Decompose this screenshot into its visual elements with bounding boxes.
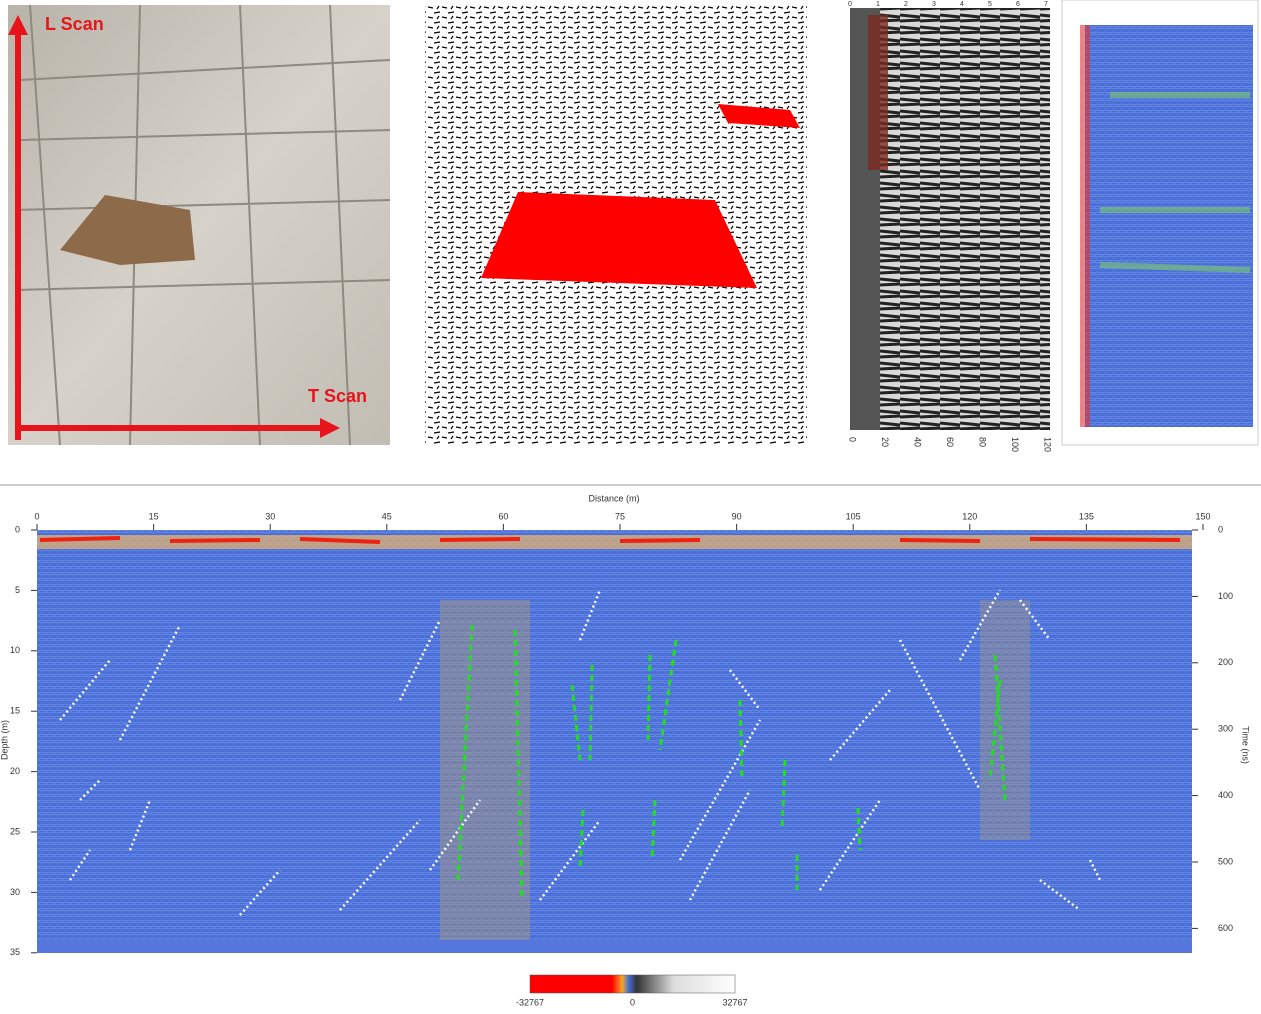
axis-title: Distance (m) bbox=[588, 493, 639, 503]
y-tick-label: 10 bbox=[10, 645, 20, 655]
tick-label: 120 bbox=[1043, 437, 1053, 452]
tick-label: 6 bbox=[1016, 1, 1020, 8]
x-tick-label: 30 bbox=[265, 511, 275, 521]
x-tick-label: 75 bbox=[615, 511, 625, 521]
radargram-small bbox=[1062, 0, 1258, 445]
x-tick-label: 135 bbox=[1079, 511, 1094, 521]
x-tick-label: 45 bbox=[382, 511, 392, 521]
y2-tick-label: 300 bbox=[1218, 724, 1233, 734]
x-tick-label: 150 bbox=[1195, 511, 1210, 521]
figure: L Scan T Scan 02040608010012001234567 Di… bbox=[0, 0, 1261, 1014]
x-tick-label: 15 bbox=[149, 511, 159, 521]
x-tick-label: 0 bbox=[34, 511, 39, 521]
tick-label: 7 bbox=[1044, 1, 1048, 8]
y2-tick-label: 500 bbox=[1218, 856, 1233, 866]
x-tick-label: 60 bbox=[498, 511, 508, 521]
y-tick-label: 25 bbox=[10, 826, 20, 836]
axis-title: Depth (m) bbox=[0, 720, 9, 760]
binary-panel bbox=[425, 5, 807, 445]
radargram-small: 0 20 40 60 80 100 120 0 1 2 3 4 5 6 7 bbox=[848, 1, 1053, 452]
colorbar-label: -32767 bbox=[516, 997, 544, 1007]
y2-tick-label: 400 bbox=[1218, 790, 1233, 800]
colorbar-label: 32767 bbox=[722, 997, 747, 1007]
tick-label: 100 bbox=[1010, 437, 1020, 452]
colorbar-label: 0 bbox=[630, 997, 635, 1007]
y-tick-label: 0 bbox=[15, 524, 20, 534]
y-tick-label: 5 bbox=[15, 585, 20, 595]
label: T Scan bbox=[308, 386, 367, 406]
y2-tick-label: 200 bbox=[1218, 657, 1233, 667]
label: L Scan bbox=[45, 14, 104, 34]
tick-label: 0 bbox=[848, 1, 852, 8]
x-tick-label: 120 bbox=[962, 511, 977, 521]
tick-label: 80 bbox=[978, 437, 988, 447]
tick-label: 1 bbox=[876, 1, 880, 8]
tick-label: 20 bbox=[880, 437, 890, 447]
x-tick-label: 90 bbox=[732, 511, 742, 521]
x-tick-label: 105 bbox=[846, 511, 861, 521]
tick-label: 60 bbox=[945, 437, 955, 447]
tick-label: 0 bbox=[848, 437, 858, 442]
photo-panel: L Scan T Scan bbox=[8, 5, 390, 445]
y-tick-label: 35 bbox=[10, 947, 20, 957]
axis-title: Time (ns) bbox=[1241, 726, 1251, 764]
y2-tick-label: 600 bbox=[1218, 923, 1233, 933]
y2-tick-label: 100 bbox=[1218, 591, 1233, 601]
y-tick-label: 15 bbox=[10, 706, 20, 716]
y-tick-label: 30 bbox=[10, 887, 20, 897]
tick-label: 2 bbox=[904, 1, 908, 8]
tick-label: 40 bbox=[913, 437, 923, 447]
tick-label: 3 bbox=[932, 1, 936, 8]
radargram: Distance (m) Depth (m) Time (ns) 0 15 30 45… bbox=[0, 493, 1251, 1007]
y2-tick-label: 0 bbox=[1218, 524, 1223, 534]
tick-label: 5 bbox=[988, 1, 992, 8]
y-tick-label: 20 bbox=[10, 766, 20, 776]
tick-label: 4 bbox=[960, 1, 964, 8]
